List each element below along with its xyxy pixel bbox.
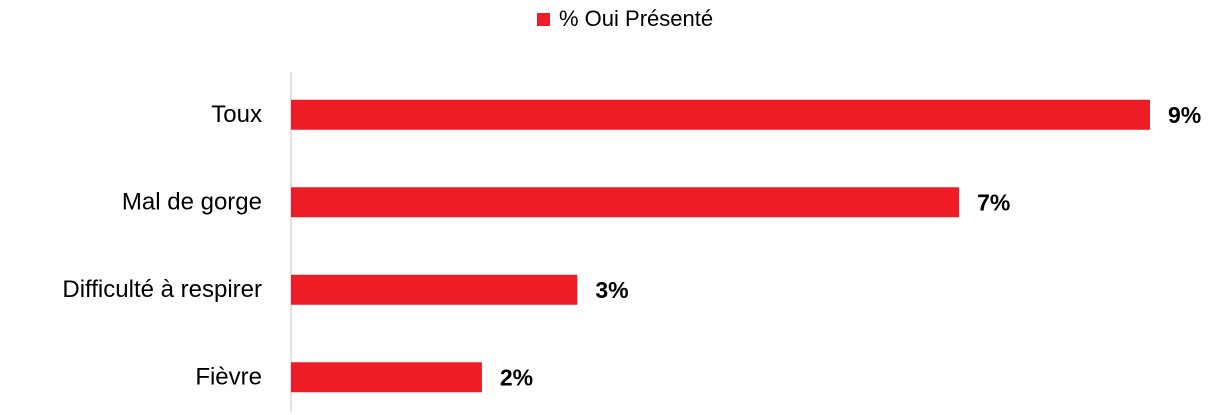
legend-label: % Oui Présenté	[559, 6, 713, 31]
data-label: 7%	[977, 189, 1010, 215]
bar	[291, 362, 482, 393]
category-label: Mal de gorge	[122, 189, 262, 216]
bar	[291, 274, 578, 305]
category-label: Toux	[211, 101, 262, 128]
data-label: 9%	[1168, 102, 1201, 128]
data-label: 2%	[500, 364, 533, 390]
bar	[291, 99, 1150, 130]
category-label: Difficulté à respirer	[62, 276, 262, 303]
legend-swatch	[537, 13, 550, 26]
data-label: 3%	[595, 277, 628, 303]
category-label: Fièvre	[195, 364, 262, 391]
bar	[291, 187, 960, 218]
